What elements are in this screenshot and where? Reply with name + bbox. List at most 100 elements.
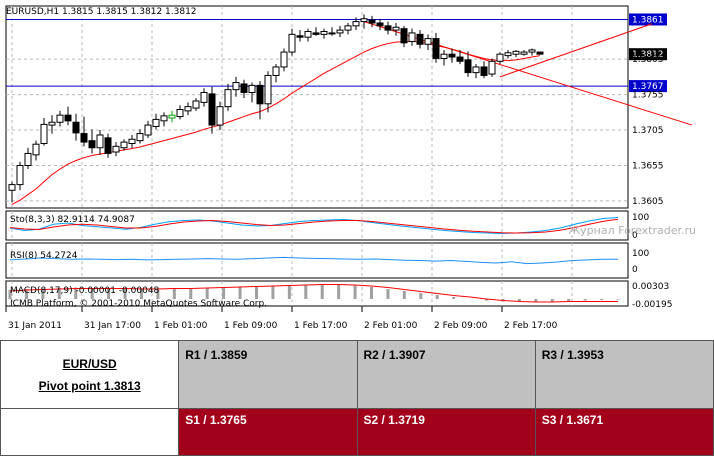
y-tick-label: 1.3705 xyxy=(632,126,664,136)
candle-body xyxy=(344,25,352,31)
rsi-tick: 100 xyxy=(632,249,649,259)
candle-body xyxy=(296,35,304,38)
candle-body xyxy=(336,29,344,34)
level-label: 1.3861 xyxy=(632,15,664,25)
candle-body xyxy=(360,18,368,23)
candle-body xyxy=(248,84,256,93)
x-tick-label: 1 Feb 17:00 xyxy=(294,321,348,331)
candle-body xyxy=(280,51,288,68)
r2-cell: R2 / 1.3907 xyxy=(356,339,536,410)
level-tag xyxy=(629,13,667,26)
grid xyxy=(6,6,628,306)
candle-body xyxy=(64,114,72,122)
r2-label: R2 / 1.3907 xyxy=(363,348,426,362)
current-price-tag xyxy=(629,48,667,61)
candle-body xyxy=(528,49,536,53)
candle-body xyxy=(136,133,144,142)
candle-body xyxy=(504,52,512,57)
candle-body xyxy=(536,51,544,55)
candle-body xyxy=(392,26,400,31)
candle-body xyxy=(128,138,136,145)
s1-cell: S1 / 1.3765 xyxy=(178,408,358,456)
candle-body xyxy=(384,25,392,31)
r1-label: R1 / 1.3859 xyxy=(185,348,248,362)
candle-body xyxy=(400,28,408,44)
candle-body xyxy=(168,114,176,119)
trendline xyxy=(499,23,653,78)
axis-labels: 1.3605 1.3655 1.3705 1.3755 1.3805 31 Jan 201… xyxy=(5,55,664,331)
candle-body xyxy=(520,51,528,55)
candle-body xyxy=(424,38,432,45)
x-tick-label: 2 Feb 09:00 xyxy=(434,321,488,331)
candle-body xyxy=(352,21,360,27)
candle-body xyxy=(24,152,32,166)
candle-body xyxy=(80,133,88,143)
candle-body xyxy=(496,53,504,62)
candle-body xyxy=(432,38,440,59)
candle-body xyxy=(48,121,56,126)
s2-label: S2 / 1.3719 xyxy=(363,413,425,428)
candle-body xyxy=(208,93,216,126)
candle-body xyxy=(192,100,200,109)
candle-body xyxy=(152,118,160,127)
stoch-tick: 100 xyxy=(632,213,649,223)
r1-cell: R1 / 1.3859 xyxy=(178,339,358,410)
x-tick-label: 2 Feb 17:00 xyxy=(504,321,558,331)
candle-body xyxy=(464,59,472,74)
s1-label: S1 / 1.3765 xyxy=(185,413,247,428)
x-tick-label: 1 Feb 09:00 xyxy=(224,321,278,331)
candle-body xyxy=(472,66,480,74)
candle-body xyxy=(160,115,168,122)
stoch-tick: 0 xyxy=(632,231,638,241)
r3-cell: R3 / 1.3953 xyxy=(534,339,714,410)
macd-signal-line xyxy=(9,284,618,303)
rsi-tick: 0 xyxy=(632,265,638,275)
candle-body xyxy=(328,32,336,35)
candle-body xyxy=(368,19,376,24)
candle-body xyxy=(240,83,248,93)
price-chart: 1.3861 1.3767 1.3812 Sto(8,3,3) 82.9114 74… xyxy=(5,5,696,331)
chart-header: EURUSD,H1 1.3815 1.3815 1.3812 1.3812 xyxy=(6,7,197,17)
empty-cell xyxy=(0,408,180,456)
watermark: Журнал Forextrader.ru xyxy=(568,224,696,237)
panel-frame-3 xyxy=(5,280,629,307)
candle-body xyxy=(448,53,456,58)
r3-label: R3 / 1.3953 xyxy=(541,348,604,362)
candle-body xyxy=(216,106,224,126)
macd-tick: -0.00195 xyxy=(632,300,672,310)
macd-label: MACD(8,17,9) -0.00001 -0.00048 xyxy=(10,286,160,296)
candle-body xyxy=(320,31,328,35)
y-tick-label: 1.3655 xyxy=(632,161,664,171)
candle-body xyxy=(232,82,240,91)
candle-body xyxy=(144,124,152,136)
x-tick-label: 1 Feb 01:00 xyxy=(154,321,208,331)
horizontal-levels: 1.3861 1.3767 1.3812 xyxy=(6,13,667,93)
candle-body xyxy=(176,108,184,118)
platform-note: ICMB Platform, © 2001-2010 MetaQuotes So… xyxy=(10,299,267,309)
x-tick-label: 31 Jan 17:00 xyxy=(84,321,141,331)
candle-body xyxy=(480,66,488,76)
candle-body xyxy=(512,50,520,55)
level-tag xyxy=(629,80,667,93)
indicators: Sto(8,3,3) 82.9114 74.9087 100 0 RSI(8) 54.… xyxy=(8,213,672,310)
pivot-table: EUR/USD Pivot point 1.3813 R1 / 1.3859 R… xyxy=(0,339,714,456)
candle-body xyxy=(104,137,112,154)
stoch-label: Sto(8,3,3) 82.9114 74.9087 xyxy=(10,215,135,225)
rsi-label: RSI(8) 54.2724 xyxy=(10,251,78,261)
candle-body xyxy=(120,141,128,149)
candles xyxy=(8,14,544,203)
y-tick-label: 1.3755 xyxy=(632,91,664,101)
candle-body xyxy=(96,134,104,149)
candle-body xyxy=(256,84,264,105)
current-price-label: 1.3812 xyxy=(632,50,664,60)
stoch-signal-line xyxy=(9,218,619,234)
candle-body xyxy=(16,164,24,186)
candle-body xyxy=(32,143,40,156)
candle-body xyxy=(40,123,48,145)
candle-body xyxy=(88,140,96,149)
candle-body xyxy=(224,89,232,108)
x-tick-label: 2 Feb 01:00 xyxy=(364,321,418,331)
candle-body xyxy=(376,22,384,27)
candle-body xyxy=(456,56,464,62)
candle-body xyxy=(184,106,192,112)
